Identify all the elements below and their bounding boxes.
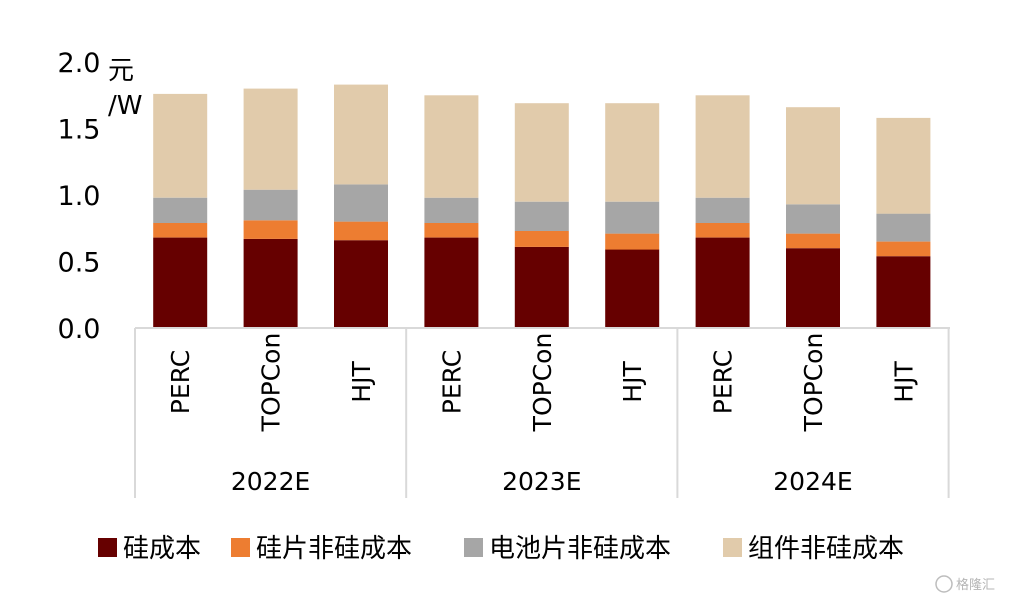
x-tick-label: PERC bbox=[437, 350, 466, 414]
legend-label: 组件非硅成本 bbox=[748, 534, 904, 564]
x-tick-label: HJT bbox=[347, 361, 376, 403]
watermark-text: 格隆汇 bbox=[956, 577, 995, 593]
x-tick-label: TOPCon bbox=[799, 333, 828, 433]
legend-item[interactable]: 硅成本 bbox=[98, 534, 201, 564]
x-tick-label: TOPCon bbox=[257, 333, 286, 433]
legend-swatch bbox=[464, 538, 483, 557]
bar-segment bbox=[695, 237, 750, 328]
legend-swatch bbox=[723, 538, 742, 557]
bar-segment bbox=[424, 237, 479, 328]
bar-segment bbox=[153, 222, 208, 238]
bar-segment bbox=[695, 197, 750, 223]
y-tick-label: 0.0 bbox=[58, 314, 101, 345]
bar-segment bbox=[153, 93, 208, 198]
bar-segment bbox=[334, 221, 388, 241]
bar-segment bbox=[695, 222, 750, 238]
bar-segment bbox=[605, 233, 660, 250]
bar-segment bbox=[424, 222, 479, 238]
bar-segment bbox=[605, 201, 660, 234]
legend-label: 电池片非硅成本 bbox=[489, 534, 671, 564]
group-label: 2022E bbox=[231, 467, 310, 496]
bar-segment bbox=[424, 197, 479, 223]
x-tick-label: HJT bbox=[889, 361, 918, 403]
legend-swatch bbox=[98, 538, 117, 557]
bar-segment bbox=[243, 238, 298, 328]
bar-segment bbox=[334, 184, 388, 222]
bar-segment bbox=[243, 88, 298, 190]
bars bbox=[153, 84, 931, 328]
bar-segment bbox=[605, 103, 660, 202]
legend-label: 硅片非硅成本 bbox=[256, 534, 412, 564]
unit-label-line1: 元 bbox=[108, 56, 134, 86]
legend-item[interactable]: 组件非硅成本 bbox=[723, 534, 904, 564]
bar-segment bbox=[786, 233, 840, 249]
bar-segment bbox=[514, 246, 569, 328]
watermark: 格隆汇 bbox=[935, 575, 995, 593]
bar-segment bbox=[876, 256, 931, 328]
y-axis: 0.0 0.5 1.0 1.5 2.0 bbox=[58, 48, 101, 345]
bar-segment bbox=[605, 249, 660, 328]
bar-segment bbox=[786, 107, 840, 205]
bar-segment bbox=[153, 197, 208, 223]
bar-segment bbox=[786, 248, 840, 328]
x-tick-label: PERC bbox=[166, 350, 195, 414]
legend-item[interactable]: 硅片非硅成本 bbox=[231, 534, 412, 564]
bar-segment bbox=[514, 230, 569, 247]
x-tick-label: TOPCon bbox=[528, 333, 557, 433]
group-label: 2024E bbox=[773, 467, 852, 496]
bar-segment bbox=[786, 204, 840, 234]
bar-segment bbox=[514, 201, 569, 231]
y-tick-label: 1.5 bbox=[58, 115, 101, 146]
bar-segment bbox=[695, 95, 750, 198]
bar-segment bbox=[514, 103, 569, 202]
legend-swatch bbox=[231, 538, 250, 557]
y-tick-label: 1.0 bbox=[58, 181, 101, 212]
legend-item[interactable]: 电池片非硅成本 bbox=[464, 534, 671, 564]
bar-segment bbox=[876, 241, 931, 257]
bar-segment bbox=[243, 220, 298, 239]
x-tick-label: HJT bbox=[618, 361, 647, 403]
bar-segment bbox=[243, 189, 298, 221]
bar-segment bbox=[153, 237, 208, 328]
unit-label-line2: /W bbox=[108, 91, 142, 121]
y-tick-label: 0.5 bbox=[58, 248, 101, 279]
legend-label: 硅成本 bbox=[123, 534, 201, 564]
watermark-logo-icon bbox=[935, 575, 953, 593]
bar-segment bbox=[334, 84, 388, 185]
x-axis: PERC TOPCon HJT 2022E PERC TOPCon HJT 2023E PERC… bbox=[134, 327, 950, 498]
group-label: 2023E bbox=[502, 467, 581, 496]
bar-segment bbox=[876, 213, 931, 242]
bar-segment bbox=[334, 240, 388, 328]
y-tick-label: 2.0 bbox=[58, 48, 101, 79]
bar-segment bbox=[424, 95, 479, 198]
legend[interactable]: 硅成本 硅片非硅成本 电池片非硅成本 组件非硅成本 bbox=[98, 534, 904, 564]
bar-segment bbox=[876, 117, 931, 214]
x-tick-label: PERC bbox=[709, 350, 738, 414]
